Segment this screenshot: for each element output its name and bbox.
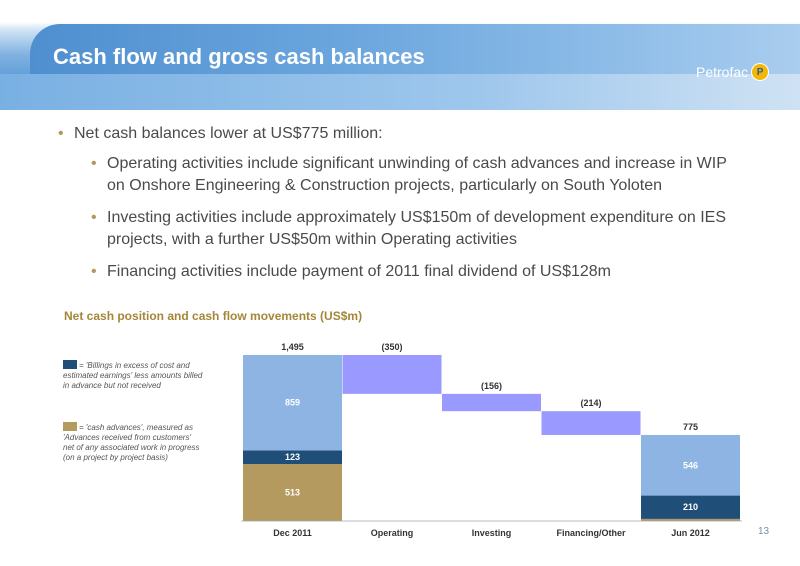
bullet-dot-icon: • [91, 263, 97, 280]
x-tick-label: Dec 2011 [273, 528, 312, 538]
bullet-dot-icon: • [58, 125, 64, 142]
movement-label: (350) [381, 342, 402, 352]
data-label: 859 [285, 398, 300, 408]
x-tick-label: Investing [472, 528, 512, 538]
petrofac-logo: Petrofac P [696, 62, 770, 82]
legend-text-billings: = 'Billings in excess of cost and estima… [63, 361, 203, 390]
total-label: 1,495 [281, 342, 304, 352]
data-label: 210 [683, 502, 698, 512]
bullet-list: • Net cash balances lower at US$775 mill… [58, 125, 748, 293]
header-band-lower [0, 74, 800, 110]
slide-title: Cash flow and gross cash balances [53, 44, 425, 69]
bullet-main: • Net cash balances lower at US$775 mill… [58, 125, 748, 143]
bullet-sub-text: Investing activities include approximate… [107, 209, 727, 248]
header-band [30, 24, 800, 74]
page-number: 13 [758, 526, 770, 537]
x-tick-label: Operating [371, 528, 414, 538]
bar-segment-other_cash [243, 355, 342, 451]
legend-item-cash-advances: = 'cash advances', measured as 'Advances… [63, 422, 203, 463]
movement-bar [442, 393, 541, 412]
bar-segment-billings_in_excess [641, 495, 740, 519]
bullet-sub-text: Financing activities include payment of … [107, 263, 611, 280]
bullet-sub-text: Operating activities include significant… [107, 155, 727, 194]
x-tick-label: Jun 2012 [671, 528, 710, 538]
movement-label: (156) [481, 381, 502, 391]
bullet-main-text: Net cash balances lower at US$775 millio… [74, 125, 383, 142]
data-label: 546 [683, 460, 698, 470]
logo-text: Petrofac [696, 64, 749, 80]
bar-segment-billings_in_excess [243, 450, 342, 465]
bar-segment-other_cash [641, 434, 740, 496]
data-label: 123 [285, 452, 300, 462]
legend-swatch-cash-advances [63, 422, 77, 431]
chart-title: Net cash position and cash flow movement… [64, 309, 363, 323]
data-label: 513 [285, 488, 300, 498]
movement-bar [342, 355, 442, 394]
bullet-dot-icon: • [91, 155, 97, 172]
movement-bar [541, 411, 641, 435]
x-tick-label: Financing/Other [556, 528, 626, 538]
total-label: 775 [683, 422, 698, 432]
bullet-sub: • Investing activities include approxima… [91, 207, 748, 251]
movement-label: (214) [580, 398, 601, 408]
legend-swatch-billings [63, 360, 77, 369]
bullet-sub: • Operating activities include significa… [91, 153, 748, 197]
legend-item-billings: = 'Billings in excess of cost and estima… [63, 360, 203, 391]
slide-header [0, 0, 800, 110]
logo-mark-icon: P [751, 63, 770, 81]
bar-segment-cash_advances [243, 464, 342, 521]
bar-segment-cash_advances [641, 518, 740, 521]
bullet-sub: • Financing activities include payment o… [91, 261, 748, 283]
legend-text-cash-advances: = 'cash advances', measured as 'Advances… [63, 423, 200, 462]
bullet-dot-icon: • [91, 209, 97, 226]
